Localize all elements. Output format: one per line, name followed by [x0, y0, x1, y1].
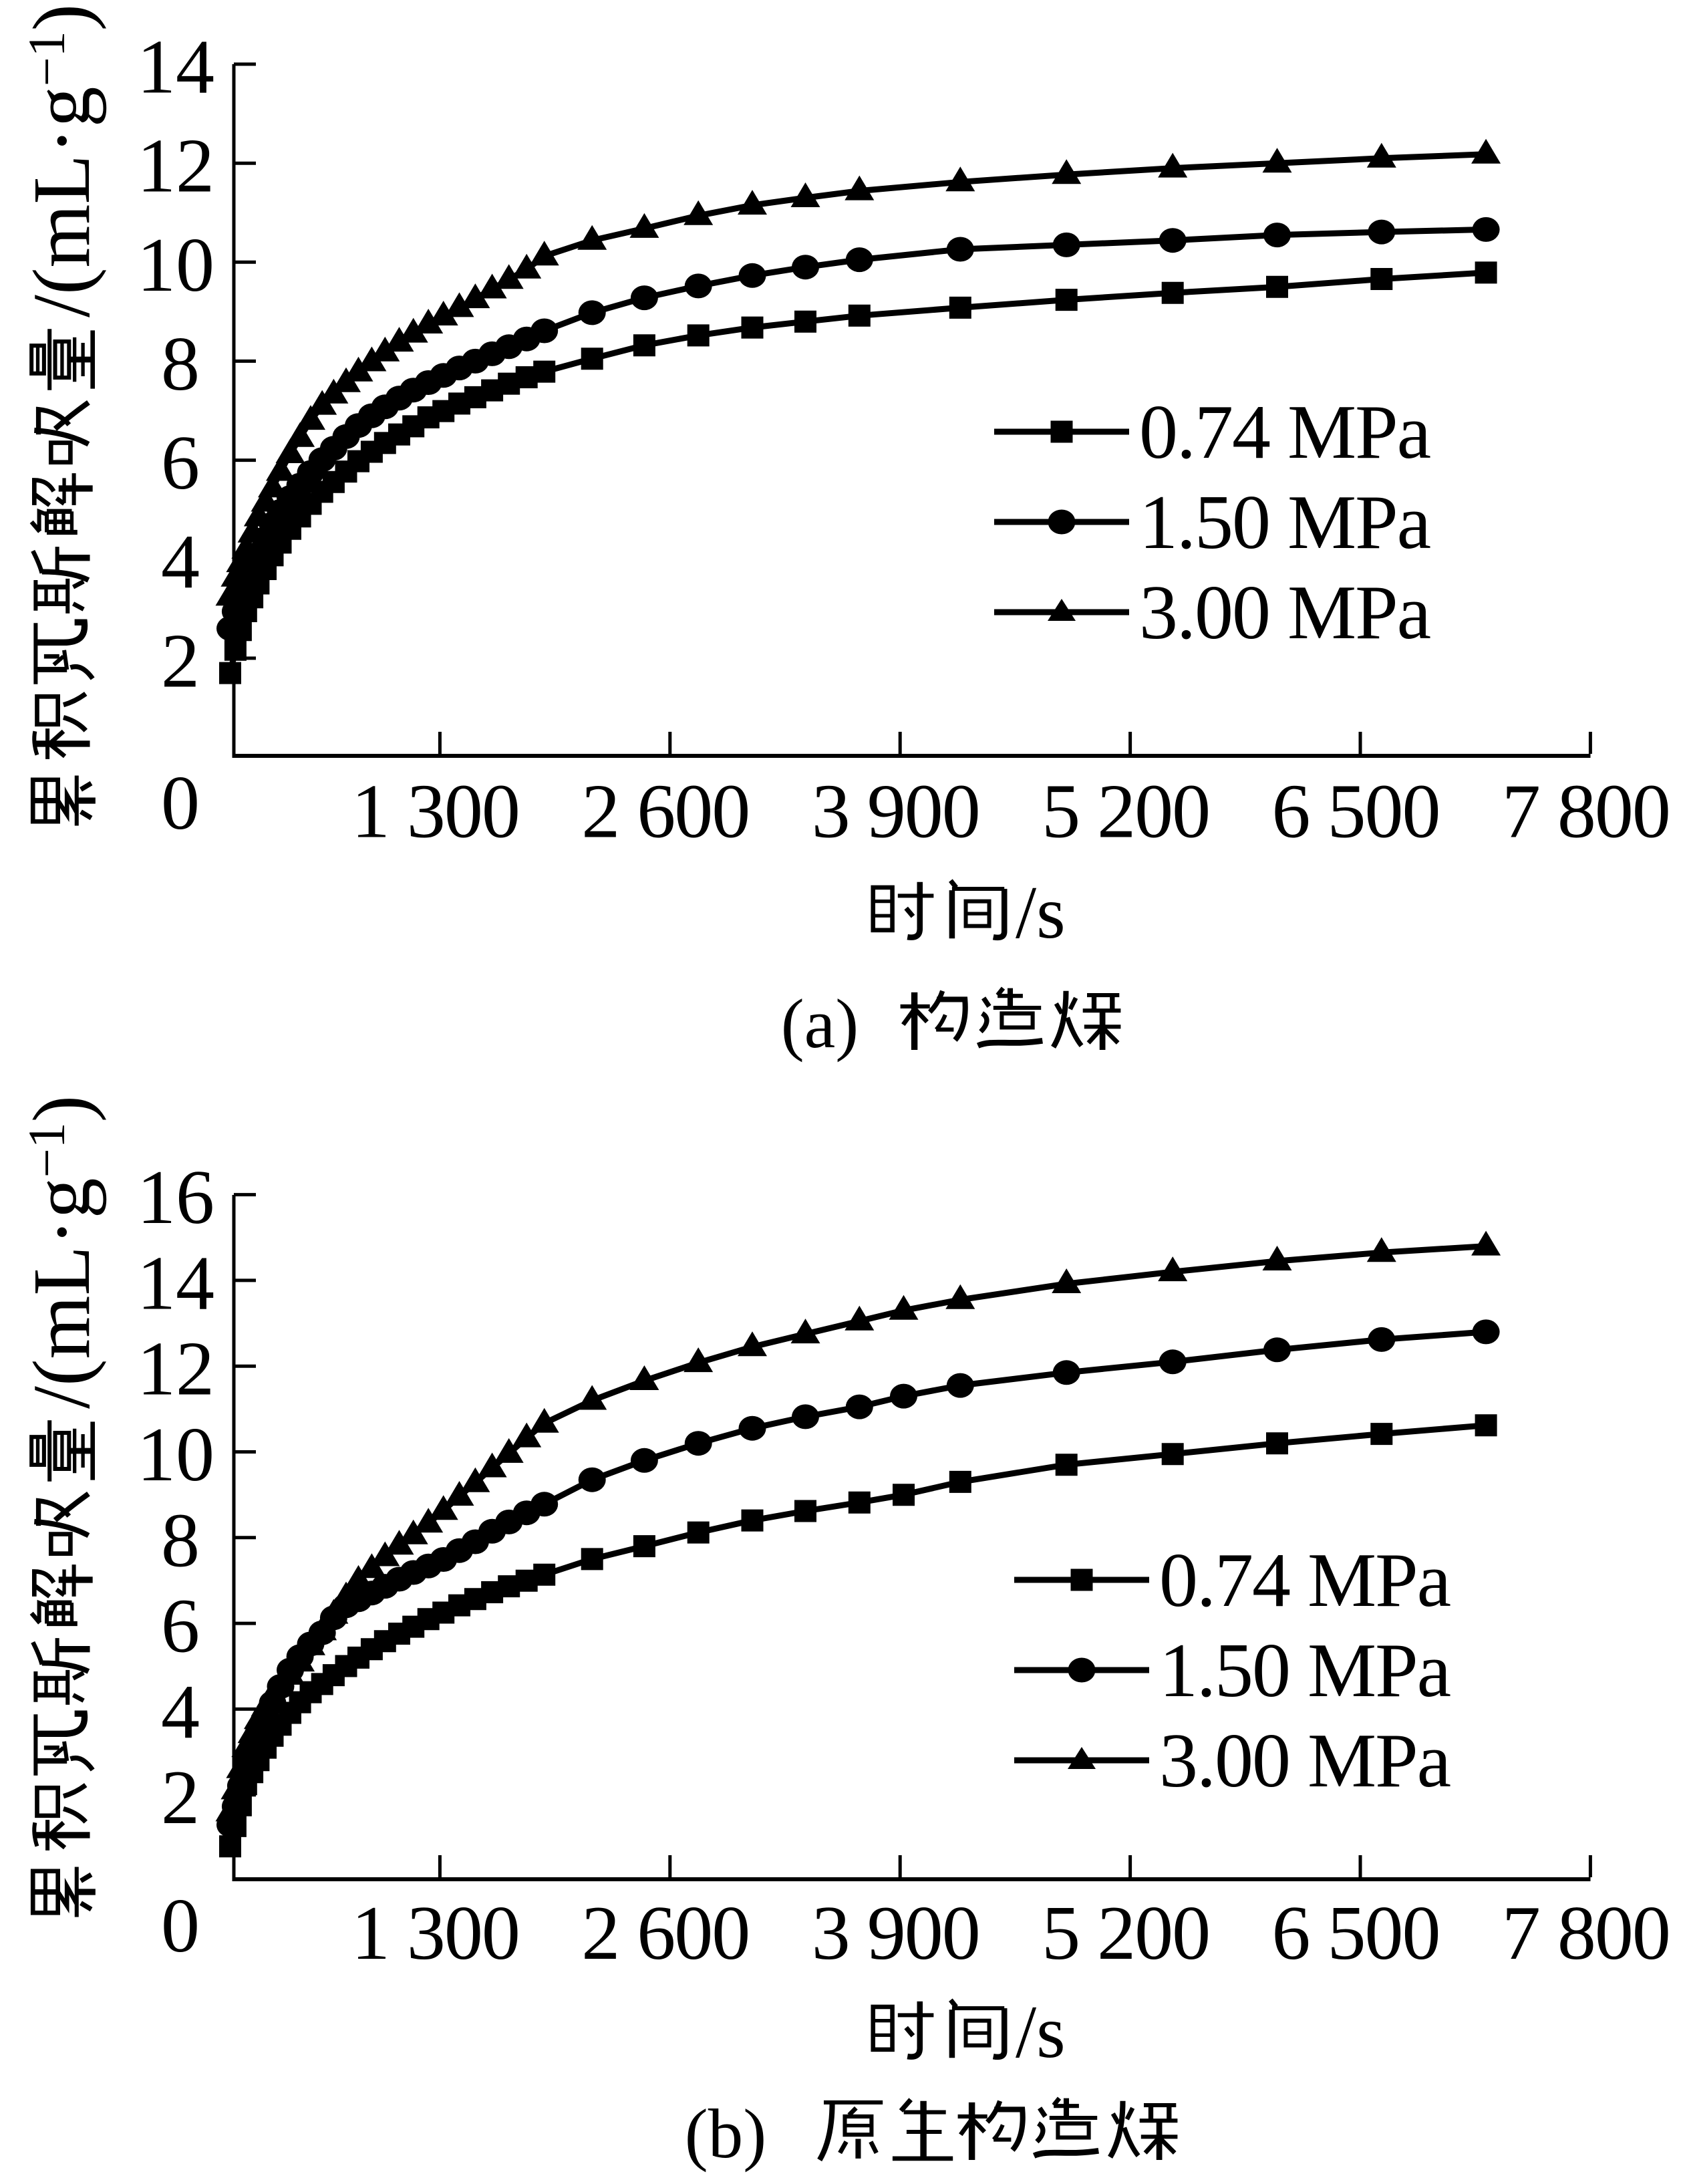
svg-text:0: 0 — [161, 1883, 200, 1969]
svg-text:0.74 MPa: 0.74 MPa — [1139, 390, 1430, 475]
svg-text:8: 8 — [161, 1498, 200, 1583]
svg-text:2: 2 — [161, 1755, 200, 1840]
svg-text:8: 8 — [161, 321, 200, 407]
svg-text:7 800: 7 800 — [1502, 769, 1670, 855]
svg-text:3 900: 3 900 — [812, 769, 979, 855]
svg-text:1 300: 1 300 — [351, 769, 519, 855]
svg-text:10: 10 — [137, 223, 214, 308]
svg-text:6: 6 — [161, 420, 200, 506]
svg-text:3 900: 3 900 — [812, 1891, 979, 1976]
svg-text:0.74 MPa: 0.74 MPa — [1159, 1538, 1450, 1623]
svg-text:7 800: 7 800 — [1502, 1891, 1670, 1976]
svg-text:6 500: 6 500 — [1272, 1891, 1440, 1976]
svg-text:12: 12 — [137, 1327, 214, 1412]
svg-text:14: 14 — [137, 1240, 214, 1326]
svg-text:0: 0 — [161, 761, 200, 846]
svg-text:10: 10 — [137, 1412, 214, 1498]
svg-text:/s: /s — [1016, 1991, 1066, 2074]
svg-text:6 500: 6 500 — [1272, 769, 1440, 855]
svg-text:5 200: 5 200 — [1042, 769, 1209, 855]
svg-text:4: 4 — [161, 1669, 200, 1755]
svg-text:(b): (b) — [685, 2094, 766, 2173]
svg-text:2: 2 — [161, 618, 200, 704]
svg-text:2 600: 2 600 — [581, 769, 749, 855]
svg-text:1.50 MPa: 1.50 MPa — [1159, 1628, 1450, 1714]
svg-text:6: 6 — [161, 1584, 200, 1669]
svg-text:14: 14 — [137, 25, 214, 110]
svg-text:16: 16 — [137, 1155, 214, 1240]
svg-text:4: 4 — [161, 519, 200, 605]
svg-text:3.00 MPa: 3.00 MPa — [1159, 1718, 1450, 1804]
svg-text:1 300: 1 300 — [351, 1891, 519, 1976]
svg-text:2 600: 2 600 — [581, 1891, 749, 1976]
svg-text:3.00 MPa: 3.00 MPa — [1139, 570, 1430, 656]
svg-text:/s: /s — [1016, 871, 1066, 954]
svg-text:12: 12 — [137, 124, 214, 209]
svg-text:1.50 MPa: 1.50 MPa — [1139, 480, 1430, 565]
svg-text:5 200: 5 200 — [1042, 1891, 1209, 1976]
svg-text:(a): (a) — [781, 984, 859, 1063]
